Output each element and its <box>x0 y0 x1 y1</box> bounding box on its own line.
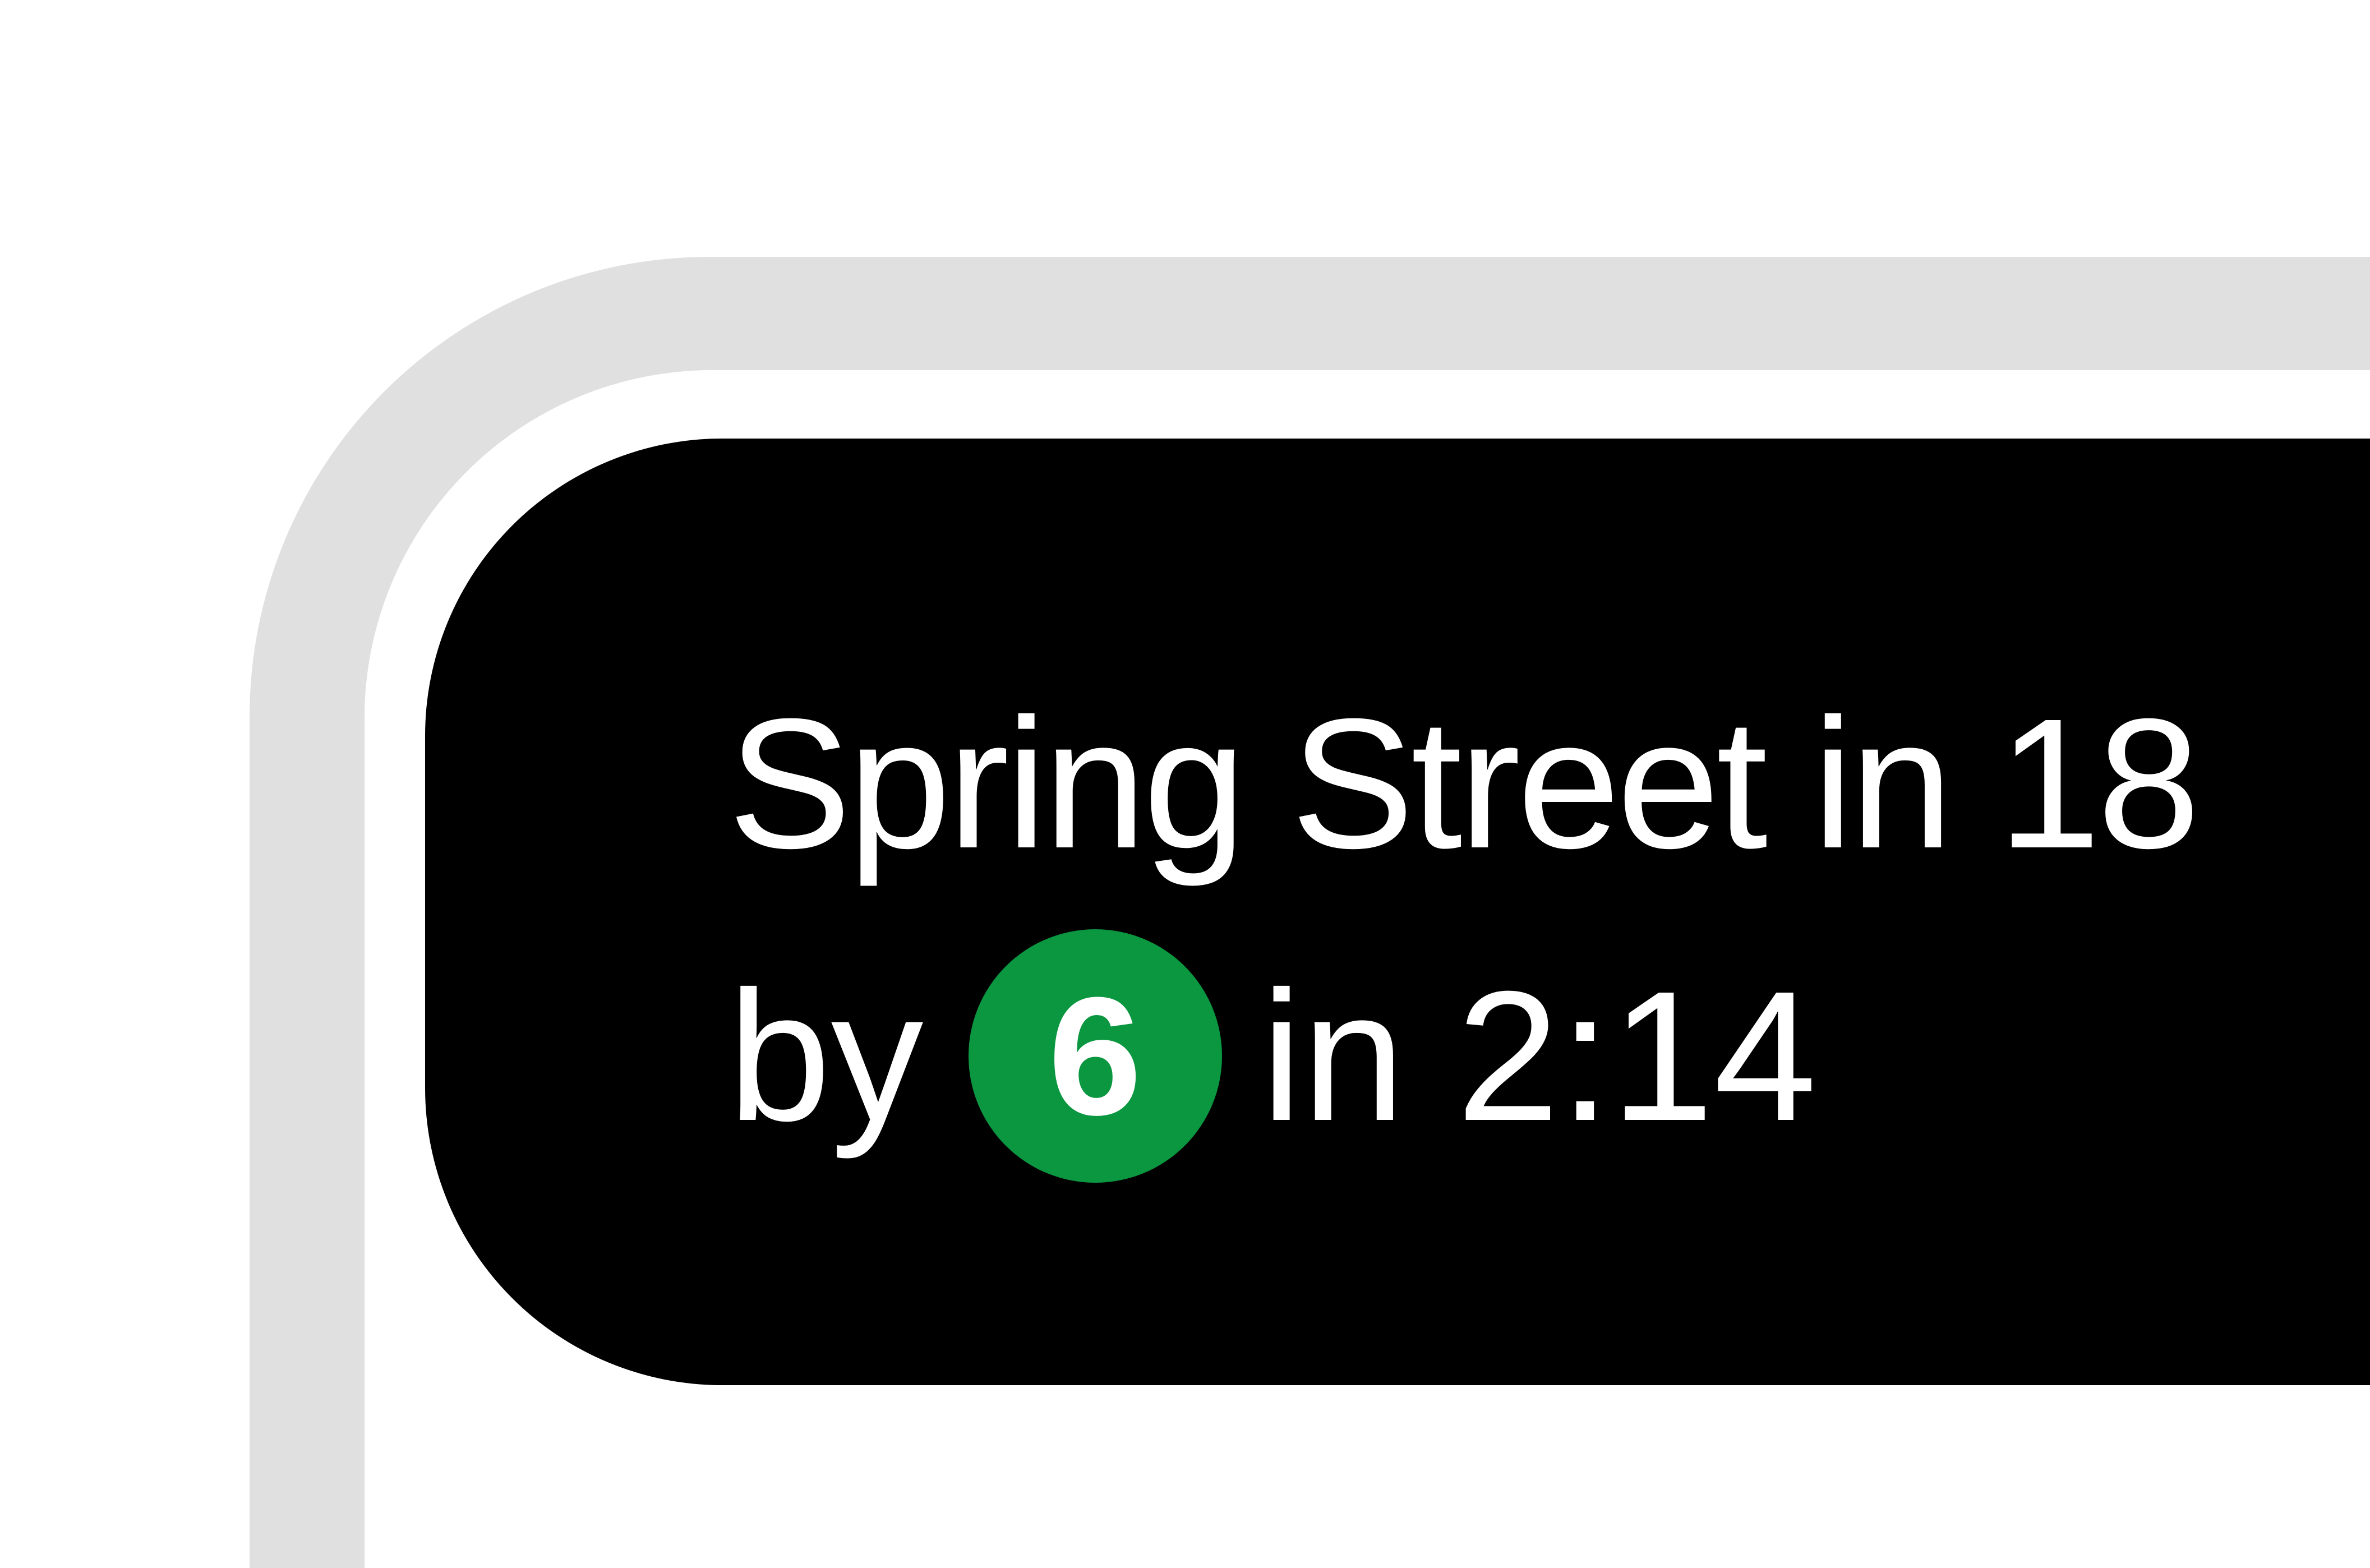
route-number: 6 <box>1048 962 1142 1150</box>
by-label: by <box>728 952 924 1159</box>
route-6-bullet-icon: 6 <box>968 929 1222 1183</box>
route-line: by 6 in 2:14 <box>728 929 1816 1183</box>
arrival-text: in 2:14 <box>1261 952 1817 1159</box>
destination-headline: Spring Street in 18 <box>728 680 2200 887</box>
live-activity-banner[interactable]: Spring Street in 18 by 6 in 2:14 <box>425 439 2370 1385</box>
